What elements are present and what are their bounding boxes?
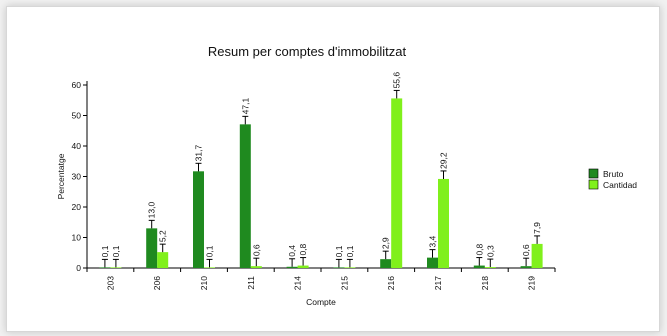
bar-bruto: [520, 266, 532, 268]
bar-cantidad: [531, 243, 543, 268]
chart-title: Resum per comptes d'immobilitzat: [208, 44, 407, 59]
value-label: 31,7: [194, 144, 204, 161]
x-tick-label: 216: [386, 276, 396, 290]
bar-bruto: [473, 265, 485, 268]
value-label: 0,1: [205, 245, 215, 257]
bar-bruto: [99, 267, 111, 268]
value-label: 7,9: [532, 222, 542, 234]
bar-cantidad: [438, 178, 449, 268]
legend-label-cantidad: Cantidad: [603, 180, 637, 190]
bar-cantidad: [250, 266, 262, 268]
bar-bruto: [239, 124, 251, 268]
value-label: 0,1: [100, 245, 110, 257]
value-label: 13,0: [147, 202, 157, 219]
value-label: 0,8: [474, 243, 484, 255]
x-tick-label: 214: [293, 276, 303, 290]
bar-cantidad: [110, 267, 122, 268]
y-tick-label: 50: [72, 111, 82, 121]
legend-swatch-cantidad: [588, 179, 599, 190]
bar-bruto: [333, 267, 345, 268]
value-label: 0,6: [251, 244, 261, 256]
x-tick-label: 217: [433, 276, 443, 290]
y-tick-label: 30: [72, 172, 82, 182]
x-tick-label: 211: [246, 276, 256, 290]
value-label: 5,2: [158, 230, 168, 242]
y-tick-label: 60: [72, 80, 82, 90]
value-label: 29,2: [439, 152, 449, 169]
bar-cantidad: [157, 252, 169, 268]
value-label: 0,6: [521, 244, 531, 256]
bar-bruto: [193, 171, 204, 268]
x-tick-label: 219: [527, 276, 537, 290]
value-label: 47,1: [240, 98, 250, 115]
y-tick-label: 0: [76, 263, 81, 273]
x-tick-label: 215: [339, 276, 349, 290]
value-label: 0,1: [345, 245, 355, 257]
x-axis-label: Compte: [306, 297, 336, 307]
value-label: 55,6: [392, 72, 402, 89]
value-label: 2,9: [381, 237, 391, 249]
bar-cantidad: [484, 267, 496, 268]
y-tick-label: 10: [72, 233, 82, 243]
bar-cantidad: [297, 265, 309, 268]
x-tick-label: 203: [105, 276, 115, 290]
value-label: 0,1: [334, 245, 344, 257]
bar-cantidad: [344, 267, 356, 268]
bar-bruto: [427, 257, 438, 268]
legend-label-bruto: Bruto: [603, 169, 624, 179]
y-tick-label: 20: [72, 202, 82, 212]
x-tick-label: 218: [480, 276, 490, 290]
bar-bruto: [146, 228, 158, 268]
bar-chart: Resum per comptes d'immobilitzat Percent…: [56, 44, 637, 307]
value-label: 0,3: [485, 245, 495, 257]
y-tick-label: 40: [72, 141, 82, 151]
value-label: 0,1: [111, 245, 121, 257]
value-label: 3,4: [428, 236, 438, 248]
bar-bruto: [286, 266, 298, 268]
chart-panel: Resum per comptes d'immobilitzat Percent…: [6, 6, 660, 332]
bar-bruto: [380, 259, 392, 268]
bar-cantidad: [204, 267, 215, 268]
y-axis-label: Percentatge: [56, 153, 66, 199]
x-tick-label: 206: [152, 276, 162, 290]
value-label: 0,8: [298, 243, 308, 255]
value-label: 0,4: [287, 245, 297, 257]
bar-cantidad: [391, 98, 403, 268]
x-tick-label: 210: [199, 276, 209, 290]
legend-swatch-bruto: [588, 168, 599, 179]
